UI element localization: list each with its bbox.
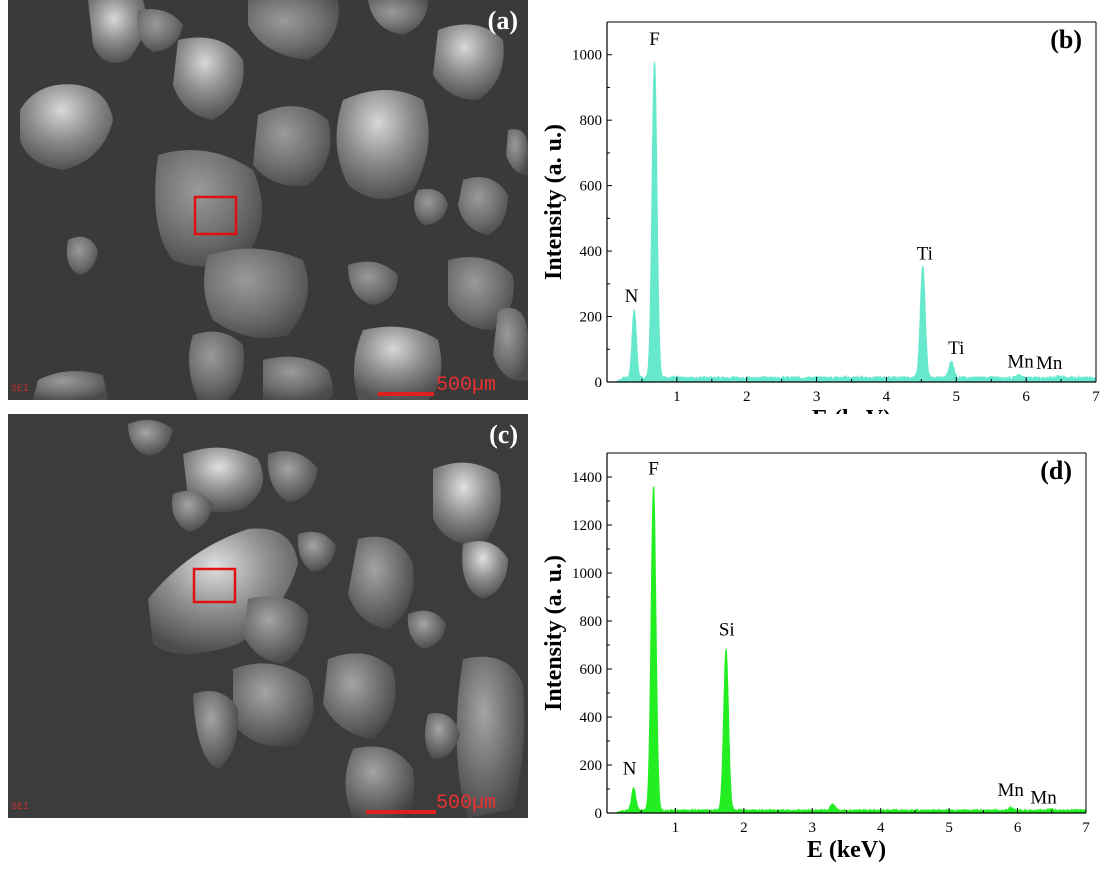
peak-annotation: N — [623, 759, 637, 780]
y-tick-label: 200 — [580, 310, 603, 326]
x-tick-label: 1 — [673, 389, 681, 405]
y-tick-label: 200 — [580, 758, 603, 774]
peak-annotation: Mn — [1036, 353, 1063, 374]
y-tick-label: 400 — [580, 244, 603, 260]
peak-annotation: Ti — [948, 338, 964, 359]
y-tick-label: 800 — [580, 614, 603, 630]
y-axis-label: Intensity (a. u.) — [541, 555, 567, 711]
x-tick-label: 4 — [877, 820, 885, 836]
peak-annotation: Si — [719, 619, 735, 640]
y-tick-label: 0 — [595, 806, 603, 822]
panel-label-c: (c) — [489, 420, 518, 449]
x-tick-label: 6 — [1014, 820, 1022, 836]
eds-spectrum-b-svg: 0 200 400 600 800 1000 1 2 3 4 5 6 7 E (keV) Intensity… — [541, 21, 1100, 414]
peak-annotation: Mn — [1030, 787, 1057, 808]
x-tick-label: 4 — [883, 389, 891, 405]
y-tick-label: 400 — [580, 710, 603, 726]
y-tick-label: 800 — [580, 113, 603, 129]
peak-annotation: N — [625, 286, 639, 307]
x-tick-label: 7 — [1082, 820, 1090, 836]
y-tick-label: 0 — [595, 375, 603, 391]
x-tick-label: 5 — [945, 820, 953, 836]
x-tick-label: 2 — [743, 389, 751, 405]
eds-spectrum-b: 0 200 400 600 800 1000 1 2 3 4 5 6 7 E (keV) Intensity… — [530, 0, 1106, 414]
sem-image-a: (a) 500µm SEI — [8, 0, 528, 400]
detector-label: SEI — [11, 384, 30, 395]
y-tick-label: 1000 — [572, 48, 602, 64]
spectrum-area — [615, 61, 1097, 383]
peak-annotation: F — [649, 29, 660, 50]
region-of-interest-box — [192, 567, 237, 604]
x-tick-label: 2 — [740, 820, 748, 836]
region-of-interest-box — [193, 195, 238, 236]
x-tick-label: 3 — [813, 389, 821, 405]
scale-bar-text: 500µm — [436, 792, 497, 815]
y-tick-label: 1400 — [572, 470, 602, 486]
particle-group-c — [128, 420, 525, 818]
x-axis-label: E (keV) — [807, 837, 886, 863]
spectrum-area — [615, 486, 1087, 814]
sem-image-c-graphic — [8, 414, 528, 818]
peak-annotation: Ti — [917, 243, 933, 264]
y-tick-label: 600 — [580, 662, 603, 678]
y-axis-label: Intensity (a. u.) — [541, 124, 567, 280]
panel-label: (d) — [1040, 456, 1072, 485]
y-tick-label: 1200 — [572, 518, 602, 534]
x-tick-label: 6 — [1022, 389, 1030, 405]
detector-label: SEI — [11, 802, 30, 813]
sem-image-a-graphic — [8, 0, 528, 400]
x-tick-label: 7 — [1092, 389, 1100, 405]
panel-label-a: (a) — [487, 6, 518, 35]
scale-bar-text: 500µm — [436, 374, 497, 397]
y-tick-label: 600 — [580, 179, 603, 195]
particle-group-a — [20, 0, 528, 400]
peak-annotation: Mn — [998, 780, 1025, 801]
panel-label: (b) — [1050, 25, 1082, 54]
x-axis-label: E (keV) — [812, 406, 891, 414]
eds-spectrum-d-svg: 0 200 400 600 800 1000 1200 1400 1 2 3 4 5 6 7 E (keV) I… — [541, 452, 1090, 863]
y-tick-label: 1000 — [572, 566, 602, 582]
x-tick-label: 3 — [809, 820, 817, 836]
sem-image-c: (c) 500µm SEI — [8, 414, 528, 818]
x-tick-label: 1 — [672, 820, 680, 836]
x-tick-label: 5 — [953, 389, 961, 405]
peak-annotation: F — [648, 459, 659, 480]
scale-bar-line — [366, 810, 436, 814]
scale-bar-line — [378, 392, 434, 396]
peak-annotation: Mn — [1007, 351, 1034, 372]
eds-spectrum-d: 0 200 400 600 800 1000 1200 1400 1 2 3 4 5 6 7 E (keV) I… — [530, 430, 1106, 870]
